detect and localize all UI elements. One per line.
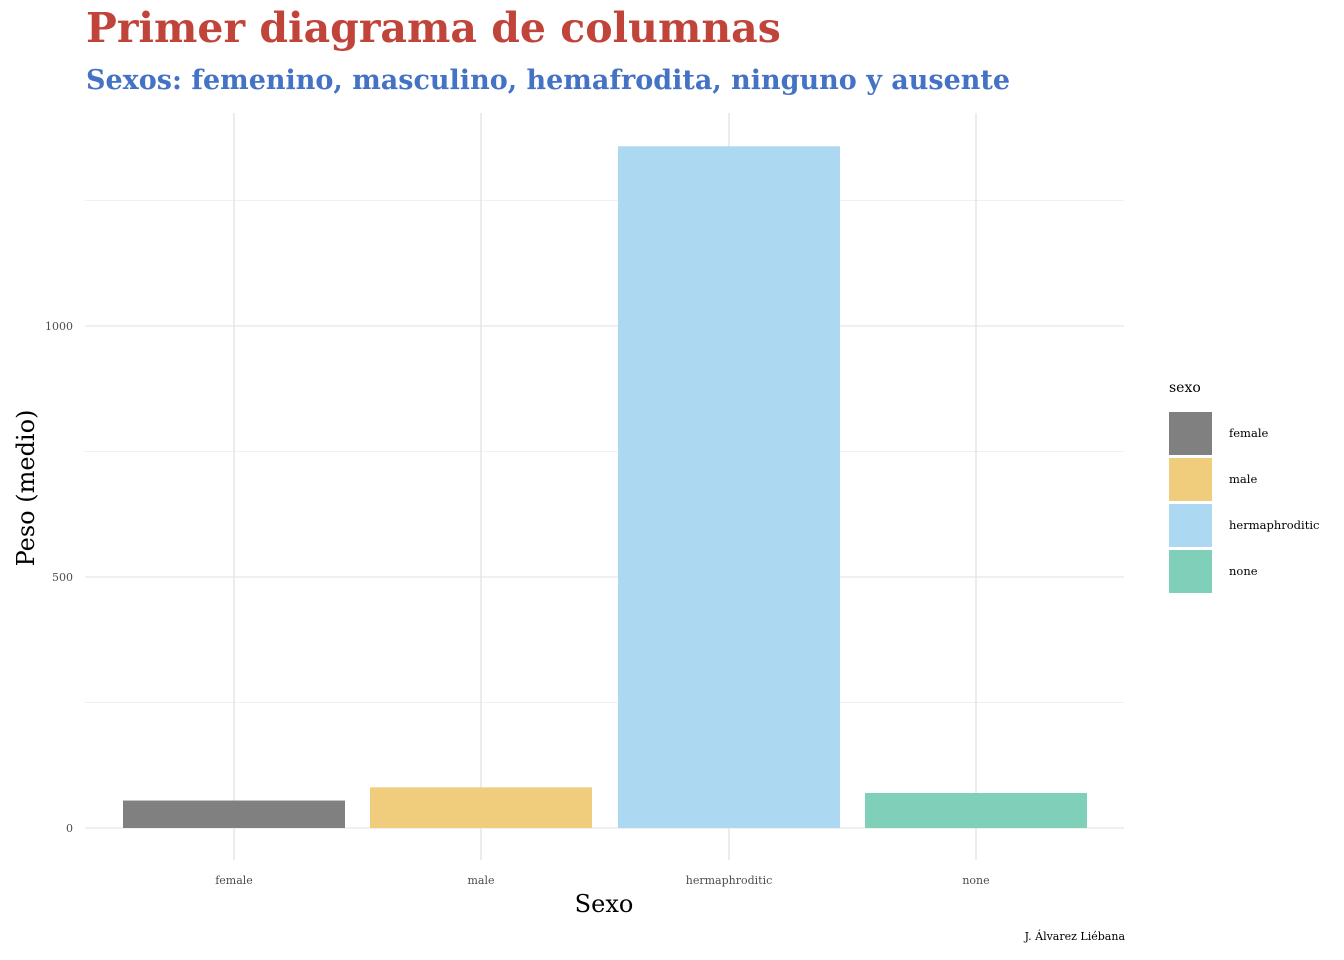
x-tick-label: male: [467, 874, 494, 887]
bar-none: [865, 792, 1087, 828]
legend-key-none: [1169, 549, 1212, 593]
y-tick-label: 0: [66, 822, 73, 835]
legend-key-hermaphroditic: [1169, 503, 1212, 547]
chart-subtitle: Sexos: femenino, masculino, hemafrodita,…: [86, 65, 1011, 96]
x-axis-title: Sexo: [575, 890, 634, 918]
legend-item-hermaphroditic: hermaphroditic: [1169, 502, 1319, 548]
legend-item-male: male: [1169, 456, 1319, 502]
grid-lines: [85, 113, 1124, 860]
y-tick-label: 500: [52, 571, 73, 584]
legend: sexo female male hermaphroditic none: [1169, 380, 1319, 594]
x-tick-label: none: [962, 874, 989, 887]
caption: J. Álvarez Liébana: [1024, 930, 1125, 943]
tick-labels: 0 500 1000 female male hermaphroditic none: [45, 320, 990, 887]
bar-female: [123, 800, 345, 828]
legend-title: sexo: [1169, 380, 1201, 396]
legend-items: female male hermaphroditic none: [1169, 410, 1319, 594]
bars: [123, 146, 1087, 828]
legend-label: hermaphroditic: [1229, 518, 1320, 532]
legend-label: female: [1229, 426, 1269, 440]
y-axis-title: Peso (medio): [12, 410, 40, 567]
y-tick-label: 1000: [45, 320, 73, 333]
legend-label: none: [1229, 564, 1258, 578]
chart-title: Primer diagrama de columnas: [86, 4, 781, 52]
x-tick-label: female: [215, 874, 253, 887]
legend-label: male: [1229, 472, 1258, 486]
legend-key-male: [1169, 457, 1212, 501]
legend-key-female: [1169, 411, 1212, 455]
bar-male: [370, 787, 592, 828]
x-tick-label: hermaphroditic: [686, 874, 773, 887]
bar-hermaphroditic: [618, 146, 840, 828]
legend-item-female: female: [1169, 410, 1319, 456]
legend-item-none: none: [1169, 548, 1319, 594]
